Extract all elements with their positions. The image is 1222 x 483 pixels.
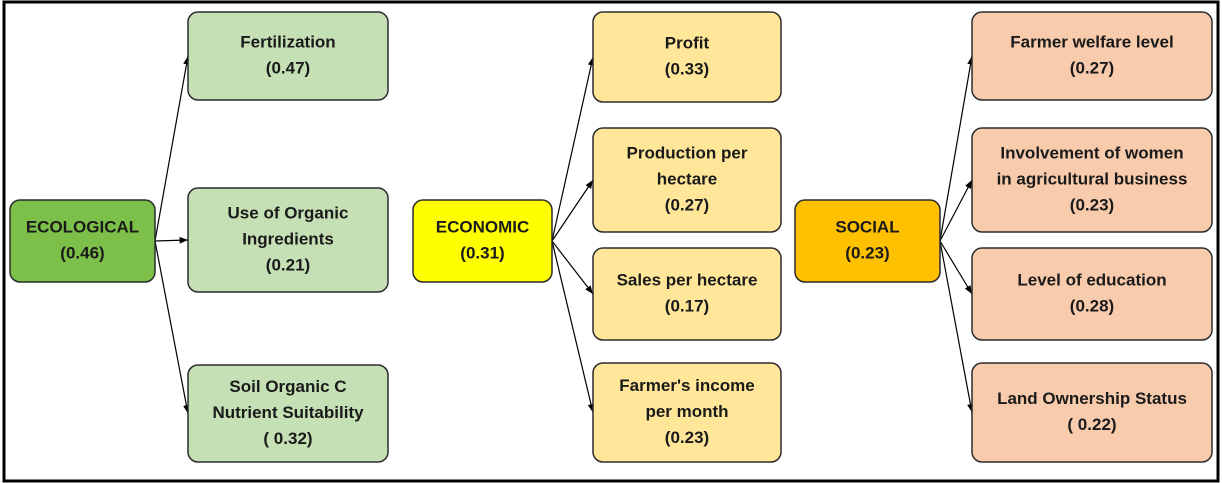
- child-node-text: (0.33): [665, 59, 709, 78]
- main-node: [794, 199, 941, 283]
- child-node-text: Nutrient Suitability: [212, 403, 364, 422]
- main-node-text: SOCIAL: [835, 217, 899, 236]
- child-node-text: ( 0.22): [1067, 415, 1116, 434]
- child-node-text: (0.17): [665, 296, 709, 315]
- child-node-text: Production per: [627, 143, 748, 162]
- child-node: [592, 127, 782, 233]
- child-node-text: Farmer welfare level: [1010, 32, 1173, 51]
- child-node-text: (0.21): [266, 255, 310, 274]
- child-node-text: Farmer's income: [619, 376, 754, 395]
- child-node-text: (0.28): [1070, 296, 1114, 315]
- arrow: [939, 179, 973, 242]
- arrow: [939, 240, 974, 413]
- child-node-text: Profit: [665, 33, 710, 52]
- child-node: [592, 362, 782, 463]
- child-node-text: Level of education: [1017, 270, 1166, 289]
- main-node-text: ECONOMIC: [436, 217, 530, 236]
- main-node-text: (0.46): [60, 243, 104, 262]
- arrow: [551, 56, 595, 242]
- child-node: [592, 11, 782, 103]
- child-node: [187, 187, 389, 293]
- child-node-text: Sales per hectare: [617, 270, 758, 289]
- arrow: [551, 240, 594, 295]
- arrow: [551, 179, 594, 242]
- child-node-text: (0.27): [1070, 58, 1114, 77]
- child-node: [592, 247, 782, 341]
- child-node-text: in agricultural business: [997, 169, 1188, 188]
- arrow: [939, 240, 973, 295]
- child-node-text: (0.47): [266, 58, 310, 77]
- child-node-text: Land Ownership Status: [997, 389, 1187, 408]
- arrow: [154, 240, 190, 414]
- child-node-text: Soil Organic C: [229, 377, 346, 396]
- child-node-text: (0.23): [665, 428, 709, 447]
- child-node-text: per month: [645, 402, 728, 421]
- child-node: [971, 11, 1213, 101]
- child-node-text: Fertilization: [240, 32, 335, 51]
- main-node-text: (0.31): [460, 243, 504, 262]
- child-node-text: Ingredients: [242, 229, 334, 248]
- arrow: [939, 55, 974, 242]
- child-node-text: (0.23): [1070, 195, 1114, 214]
- child-node-text: hectare: [657, 169, 717, 188]
- child-node-text: Use of Organic: [228, 203, 349, 222]
- main-node: [9, 199, 156, 283]
- child-node: [187, 364, 389, 463]
- child-node-text: (0.27): [665, 195, 709, 214]
- arrow: [551, 240, 595, 413]
- child-node: [187, 11, 389, 101]
- main-node-text: (0.23): [845, 243, 889, 262]
- arrow: [154, 236, 189, 244]
- child-node: [971, 362, 1213, 463]
- main-node: [412, 199, 553, 283]
- main-node-text: ECOLOGICAL: [26, 217, 139, 236]
- child-node: [971, 247, 1213, 341]
- child-node-text: Involvement of women: [1000, 143, 1183, 162]
- child-node: [971, 127, 1213, 233]
- arrow: [154, 55, 190, 242]
- child-node-text: ( 0.32): [263, 429, 312, 448]
